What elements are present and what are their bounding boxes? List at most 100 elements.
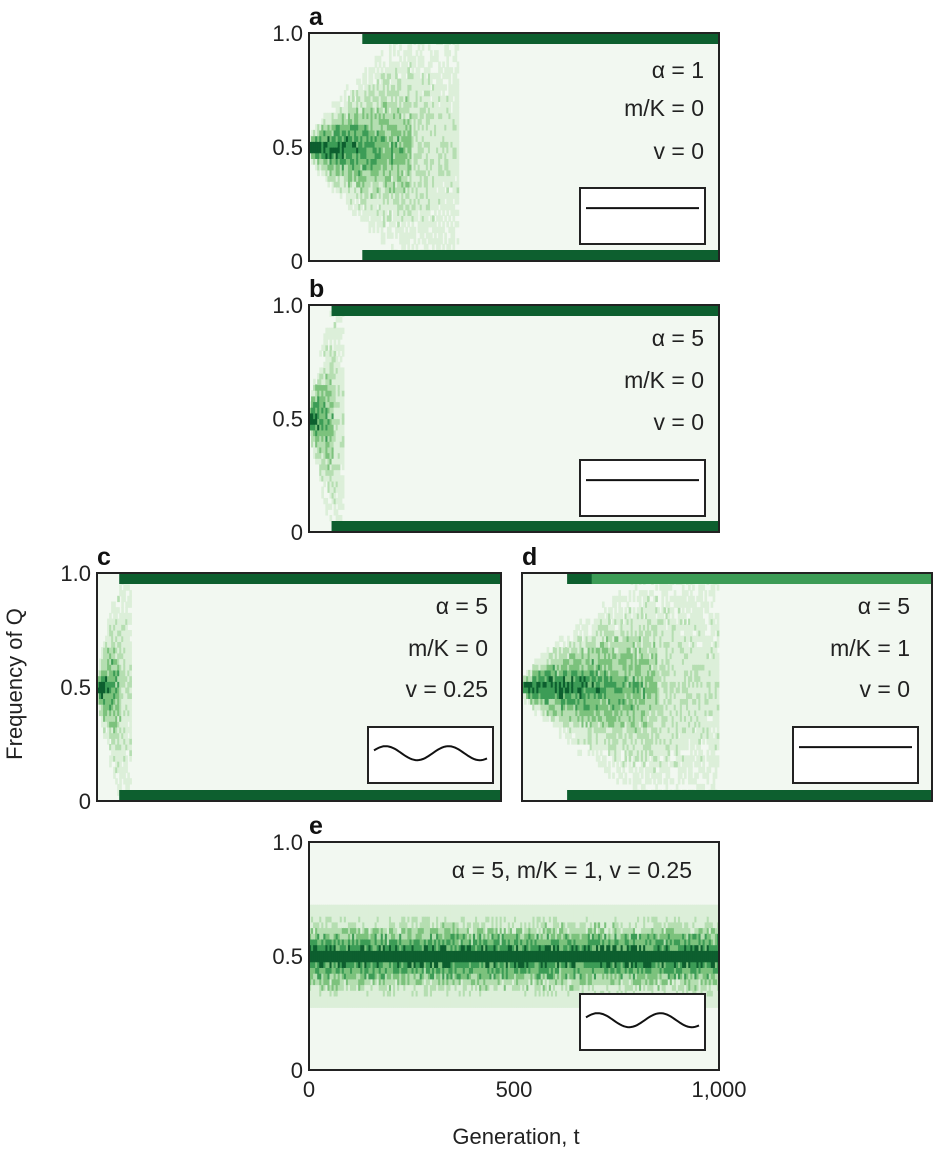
heat-cell [679,738,683,745]
heat-cell [323,147,326,154]
heat-cell [323,418,326,425]
heat-cell [591,692,595,699]
heat-cell [581,726,585,734]
heat-cell [673,658,677,665]
heat-cell [640,635,644,642]
heat-cell [321,147,324,154]
heat-cell [550,709,554,717]
heat-cell [129,715,132,722]
heat-cell [450,221,454,228]
heat-cell [335,147,339,154]
heat-cell [374,84,378,91]
heat-cell [655,692,658,699]
heat-cell [575,630,578,637]
heat-cell [692,618,695,625]
heat-cell [688,681,691,688]
heat-cell [335,446,339,454]
heat-cell [645,607,648,614]
heat-cell [425,78,429,85]
heat-cell [446,50,449,57]
heat-cell [452,238,456,245]
heat-cell [552,721,556,728]
heat-cell [634,584,638,591]
parameter-annotation: v = 0 [653,138,704,164]
heat-cell [360,118,363,125]
heat-cell [647,687,650,694]
heat-cell [665,772,669,779]
heat-cell [329,147,333,154]
heat-cell [634,669,638,677]
heat-cell [681,624,685,631]
heat-cell [432,181,435,188]
heat-cell [597,738,601,745]
heat-cell [413,158,417,165]
heat-cell [677,755,681,762]
heat-cell [329,407,333,414]
heat-cell [700,766,703,774]
heat-cell [407,238,411,245]
heat-cell [597,658,601,665]
heat-cell [323,378,326,386]
heat-cell [700,709,703,717]
heat-cell [577,721,580,728]
heat-cell [604,698,607,705]
heat-cell [127,641,130,648]
heat-cell [663,607,667,614]
heat-cell [409,112,413,120]
heat-cell [432,192,435,199]
heat-cell [700,624,703,631]
heat-cell [667,658,671,665]
heat-cell [528,698,531,705]
heat-cell [419,186,423,194]
heat-cell [628,664,632,671]
heat-cell [444,44,447,51]
heat-cell [704,704,708,711]
heat-cell [673,595,677,603]
heat-cell [413,164,417,171]
heat-cell [667,766,671,774]
heat-cell [640,721,644,728]
heat-cell [350,135,353,142]
heat-cell [413,186,417,194]
heat-cell [436,129,439,137]
heat-cell [661,687,665,694]
heat-cell [604,738,607,745]
heat-cell [395,226,398,234]
heat-cell [331,452,335,459]
heat-cell [628,726,632,734]
heat-cell [339,129,343,137]
heat-cell [640,766,644,774]
heat-cell [698,607,701,614]
heat-cell [401,101,404,108]
heat-cell [456,192,460,199]
heat-cell [628,778,632,785]
heat-cell [548,658,552,665]
heat-cell [706,749,710,756]
heat-cell [356,95,359,102]
heat-cell [550,664,554,671]
heat-cell [694,709,697,717]
heat-cell [380,209,384,216]
heat-cell [606,715,609,722]
heat-cell [438,232,441,239]
heat-cell [565,715,568,722]
heat-cell [380,124,384,131]
heat-cell [374,90,378,97]
heat-cell [667,692,671,699]
heat-cell [610,624,613,631]
heat-cell [640,687,644,694]
heat-cell [117,675,120,682]
heat-cell [591,664,595,671]
heat-cell [595,647,599,654]
heat-cell [323,435,326,442]
heat-cell [618,658,621,665]
heat-cell [362,141,365,148]
heat-cell [708,732,712,739]
heat-cell [708,590,712,597]
heat-cell [399,238,402,245]
heat-cell [397,198,400,205]
heat-cell [708,761,712,768]
heat-cell [382,175,386,182]
heat-cell [127,658,130,665]
heat-cell [706,647,710,654]
